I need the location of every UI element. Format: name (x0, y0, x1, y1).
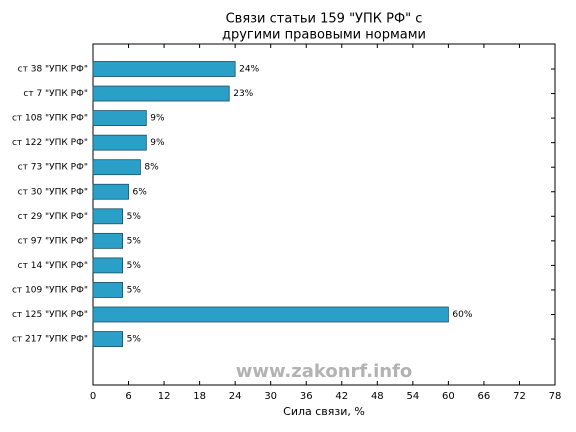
x-tick-label: 78 (549, 391, 562, 402)
x-tick-label: 48 (371, 391, 384, 402)
bar (92, 208, 124, 225)
y-tick-label: ст 30 "УПК РФ" (18, 187, 88, 197)
y-tick-label: ст 125 "УПК РФ" (12, 310, 88, 320)
y-tick-label: ст 122 "УПК РФ" (12, 138, 88, 148)
bar (92, 85, 230, 102)
bar (92, 134, 147, 151)
value-label: 9% (150, 138, 165, 148)
value-label: 5% (127, 285, 142, 295)
x-tick-label: 6 (125, 391, 131, 402)
value-label: 5% (127, 261, 142, 271)
x-tick-label: 18 (193, 391, 206, 402)
value-label: 5% (127, 236, 142, 246)
value-label: 5% (127, 335, 142, 345)
bar (92, 282, 124, 298)
value-label: 5% (127, 212, 142, 222)
y-tick-label: ст 7 "УПК РФ" (23, 89, 88, 99)
y-tick-label: ст 14 "УПК РФ" (18, 261, 88, 271)
x-tick-label: 24 (229, 391, 242, 402)
x-tick-label: 66 (478, 391, 491, 402)
value-label: 8% (144, 163, 159, 173)
bar (92, 257, 124, 274)
bar (92, 331, 124, 347)
x-tick-label: 54 (406, 391, 419, 402)
y-tick-label: ст 109 "УПК РФ" (12, 285, 88, 295)
x-tick-label: 0 (90, 391, 96, 402)
y-tick-label: ст 29 "УПК РФ" (18, 212, 88, 222)
value-label: 6% (133, 187, 148, 197)
x-tick-label: 12 (158, 391, 171, 402)
bar (92, 183, 129, 200)
y-tick-label: ст 217 "УПК РФ" (12, 335, 88, 345)
watermark: www.zakonrf.info (236, 361, 413, 382)
x-tick-label: 60 (442, 391, 455, 402)
bar (92, 61, 236, 77)
bar (92, 232, 124, 249)
value-label: 24% (239, 65, 259, 75)
x-axis-label: Сила связи, % (283, 405, 365, 418)
chart-title: Связи статьи 159 "УПК РФ" с (226, 12, 423, 27)
y-tick-label: ст 108 "УПК РФ" (12, 114, 88, 124)
chart-title: другими правовыми нормами (222, 28, 426, 43)
x-tick-label: 72 (513, 391, 526, 402)
x-tick-label: 30 (264, 391, 277, 402)
bar (92, 306, 449, 323)
bar (92, 159, 141, 176)
value-label: 60% (452, 310, 472, 320)
y-tick-label: ст 73 "УПК РФ" (18, 163, 88, 173)
y-tick-label: ст 97 "УПК РФ" (18, 236, 88, 246)
x-tick-label: 42 (335, 391, 348, 402)
bar (92, 110, 147, 126)
value-label: 23% (233, 89, 253, 99)
value-label: 9% (150, 114, 165, 124)
y-tick-label: ст 38 "УПК РФ" (18, 65, 88, 75)
x-tick-label: 36 (300, 391, 313, 402)
